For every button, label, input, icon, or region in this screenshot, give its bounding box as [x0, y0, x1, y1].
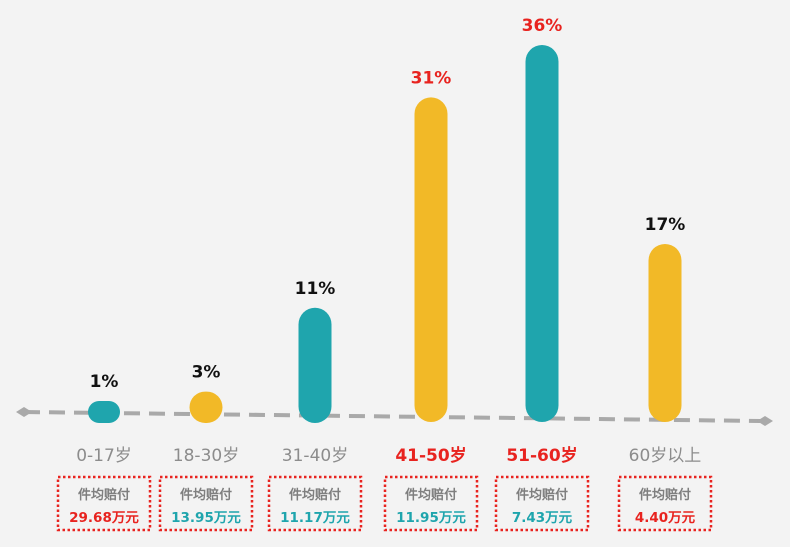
payout-box: 件均赔付 29.68万元: [56, 475, 152, 532]
payout-box: 件均赔付 11.17万元: [267, 475, 363, 532]
payout-box-title: 件均赔付: [180, 487, 232, 503]
payout-box-value: 13.95万元: [171, 510, 241, 526]
payout-box: 件均赔付 7.43万元: [494, 475, 590, 532]
labels-layer: 1% 0-17岁 3% 18-30岁 11% 31-40岁 31% 41-50岁 36% 51-6…: [76, 16, 701, 466]
category-label: 51-60岁: [506, 445, 577, 466]
payout-box-value: 29.68万元: [69, 510, 139, 526]
bar-41-50岁: [414, 97, 448, 422]
category-label: 60岁以上: [629, 446, 702, 466]
payout-box-title: 件均赔付: [289, 487, 341, 503]
bar-60岁以上: [648, 243, 682, 422]
category-label: 31-40岁: [282, 446, 348, 466]
boxes-layer: 件均赔付29.68万元件均赔付13.95万元件均赔付11.17万元件均赔付11.…: [56, 475, 713, 532]
value-label: 31%: [411, 68, 452, 88]
category-label: 41-50岁: [395, 445, 466, 466]
value-label: 11%: [295, 279, 336, 299]
bar-51-60岁: [525, 45, 559, 422]
payout-box-value: 11.95万元: [396, 510, 466, 526]
payout-box-border: [56, 475, 152, 532]
bar-0-17岁: [88, 401, 120, 423]
payout-box-value: 7.43万元: [512, 510, 573, 526]
bars-layer: [88, 45, 682, 423]
payout-box-title: 件均赔付: [639, 487, 691, 503]
payout-box-title: 件均赔付: [78, 487, 130, 503]
axis-left-arrow-icon: [16, 407, 32, 417]
payout-box-title: 件均赔付: [405, 487, 457, 503]
payout-box-value: 4.40万元: [635, 510, 696, 526]
category-label: 0-17岁: [76, 446, 132, 466]
payout-box: 件均赔付 11.95万元: [383, 475, 479, 532]
payout-box: 件均赔付 13.95万元: [158, 475, 254, 532]
axis-right-diamond-icon: [757, 416, 773, 426]
payout-box: 件均赔付 4.40万元: [617, 475, 713, 532]
payout-box-border: [617, 475, 713, 532]
axis-layer: [16, 407, 773, 426]
bar-18-30岁: [189, 391, 223, 423]
payout-box-border: [383, 475, 479, 532]
payout-box-title: 件均赔付: [516, 487, 568, 503]
category-label: 18-30岁: [173, 446, 239, 466]
value-label: 3%: [192, 363, 221, 383]
payout-box-border: [158, 475, 254, 532]
value-label: 1%: [90, 372, 119, 392]
payout-box-value: 11.17万元: [280, 510, 350, 526]
x-axis-line: [23, 410, 761, 423]
value-label: 17%: [645, 215, 686, 235]
payout-box-border: [494, 475, 590, 532]
value-label: 36%: [522, 16, 563, 36]
bar-31-40岁: [298, 307, 332, 423]
payout-box-border: [267, 475, 363, 532]
